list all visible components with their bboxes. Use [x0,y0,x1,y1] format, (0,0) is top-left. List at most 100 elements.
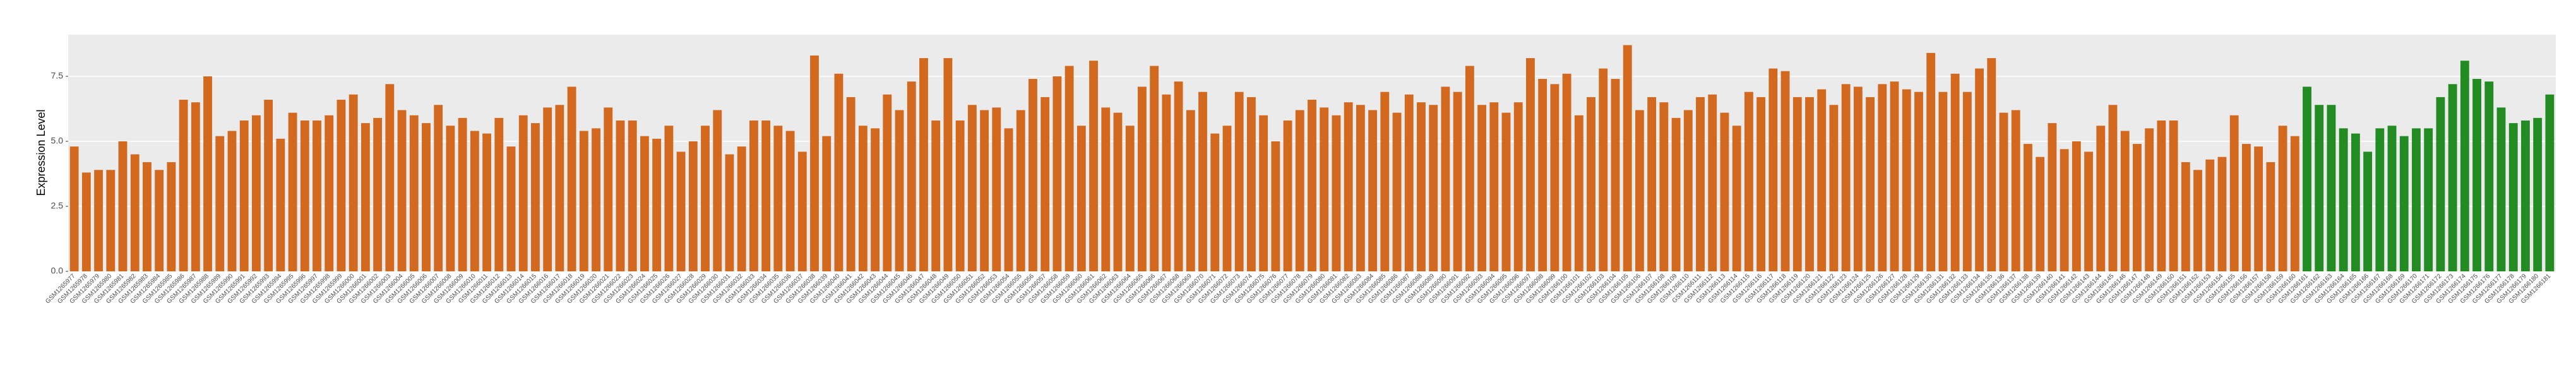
bar [1841,84,1851,272]
bar [1513,102,1523,271]
bar [337,100,346,271]
bar [895,110,904,271]
bar [749,120,758,271]
bar [1501,112,1511,271]
bar [1404,94,1414,271]
bar [130,154,140,271]
bar [1987,58,1996,271]
bar [1332,115,1341,271]
bar [2533,117,2543,271]
bar [1550,84,1559,272]
bar [688,141,698,271]
bar [2290,136,2299,271]
bar [628,120,637,271]
bar [2060,149,2069,271]
bar [579,131,588,271]
bar [2193,170,2202,271]
bar [1538,79,1547,272]
bar [2205,159,2215,271]
bar [2399,136,2409,271]
bar [1138,86,1147,271]
bar [980,110,989,271]
bar [810,55,819,271]
bar [1611,79,1620,272]
bar [1186,110,1195,271]
bar [1526,58,1535,271]
bar [858,126,868,271]
bar [1308,100,1316,271]
bar [2303,86,2311,271]
bar [215,136,225,271]
bar [604,107,613,271]
bar [118,141,128,271]
y-tick-label: 2.5 [51,201,64,211]
bar [203,76,212,271]
bar [1441,86,1450,271]
bar [931,120,941,271]
bar [2024,144,2032,271]
bar [1150,66,1159,271]
bar [1562,73,1571,272]
bar [1950,73,1960,272]
bar [1914,92,1923,271]
bar [1234,92,1244,271]
bar [1356,105,1365,271]
bar [1647,97,1657,271]
bar [567,86,576,271]
bar [1635,110,1644,271]
bar [1744,92,1753,271]
bar [1029,79,1037,272]
bar [155,170,164,271]
bar [1599,68,1608,272]
bar [2412,128,2421,271]
bar [1720,112,1729,271]
bar [1817,89,1827,272]
bar [167,162,176,271]
bar [1198,92,1207,271]
bar [361,123,370,271]
bar [1683,110,1693,271]
bar [470,131,479,271]
bar [1076,126,1086,271]
bar [1016,110,1025,271]
bar [373,117,383,271]
bar [1368,110,1378,271]
bar [1890,81,1899,271]
bar [592,128,600,271]
bar [1477,105,1486,271]
bar [907,81,916,271]
bar [737,146,746,271]
bar [81,172,91,271]
bar [1878,84,1887,272]
bar [846,97,856,271]
bar [2229,115,2239,271]
bar [239,120,249,271]
bar [2472,79,2481,272]
bar [1975,68,1984,272]
bar [422,123,431,271]
bar [2241,144,2251,271]
bar [2339,128,2348,271]
bar [434,105,443,271]
bar [1938,92,1948,271]
bar [2072,141,2081,271]
bar [955,120,965,271]
bar [1064,66,1074,271]
bar [1999,112,2008,271]
bar [1671,117,1681,271]
y-tick-label: 0.0 [51,266,64,276]
bar [713,110,722,271]
bar [676,151,686,271]
bar [871,128,880,271]
bar [2351,133,2360,271]
bar [227,131,237,271]
bar [2096,126,2106,271]
bar [785,131,795,271]
bar [2315,105,2324,271]
bar [2496,107,2506,271]
bar [300,120,309,271]
bar [943,58,953,271]
bar [506,146,516,271]
bar [967,105,977,271]
bar [1756,97,1766,271]
